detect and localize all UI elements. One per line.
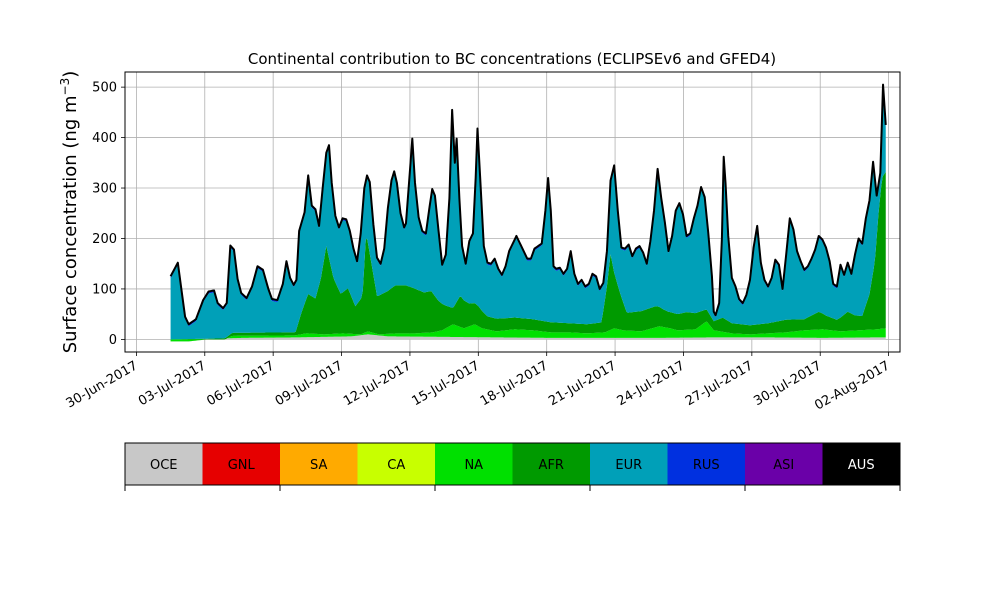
legend-label-gnl: GNL — [228, 458, 256, 473]
x-tick-label: 27-Jul-2017 — [683, 358, 756, 409]
legend-swatch-aus — [822, 443, 900, 485]
x-tick-label: 15-Jul-2017 — [409, 358, 482, 409]
area-na — [170, 321, 886, 342]
y-tick-label: 100 — [92, 282, 117, 297]
x-tick-label: 24-Jul-2017 — [615, 358, 688, 409]
y-tick-label: 200 — [92, 232, 117, 247]
legend-label-afr: AFR — [539, 458, 564, 473]
x-tick-label: 21-Jul-2017 — [546, 358, 619, 409]
area-oce — [170, 334, 886, 342]
legend-swatch-asi — [745, 443, 823, 485]
stacked-areas — [169, 83, 887, 342]
y-tick-label: 300 — [92, 182, 117, 197]
plot-frame — [124, 71, 901, 353]
legend-label-ca: CA — [387, 458, 405, 473]
legend-frame — [124, 442, 901, 486]
legend-swatch-oce — [125, 443, 203, 485]
area-eur — [170, 86, 886, 340]
legend-label-sa: SA — [310, 458, 327, 473]
legend-label-aus: AUS — [848, 458, 875, 473]
legend-swatch-eur — [590, 443, 668, 485]
y-axis-label: Surface concentration (ng m−3) — [58, 71, 81, 354]
y-tick-label: 0 — [109, 333, 117, 348]
legend-swatch-rus — [667, 443, 745, 485]
legend-swatch-afr — [512, 443, 590, 485]
legend-swatch-sa — [280, 443, 358, 485]
x-tick-label: 18-Jul-2017 — [478, 358, 551, 409]
legend-swatch-gnl — [202, 443, 280, 485]
legend-label-oce: OCE — [150, 458, 178, 473]
x-tick-label: 02-Aug-2017 — [812, 358, 892, 413]
x-tick-label: 03-Jul-2017 — [136, 358, 209, 409]
y-tick-label: 400 — [92, 131, 117, 146]
x-tick-label: 06-Jul-2017 — [204, 358, 277, 409]
x-tick-label: 09-Jul-2017 — [273, 358, 346, 409]
total-line — [169, 83, 887, 326]
y-tick-label: 500 — [92, 81, 117, 96]
legend-label-na: NA — [464, 458, 483, 473]
legend-label-asi: ASI — [773, 458, 794, 473]
legend-swatch-na — [435, 443, 513, 485]
x-tick-label: 12-Jul-2017 — [341, 358, 414, 409]
legend-label-rus: RUS — [693, 458, 720, 473]
x-tick-label: 30-Jun-2017 — [64, 358, 141, 411]
legend-label-eur: EUR — [615, 458, 642, 473]
chart-title: Continental contribution to BC concentra… — [248, 50, 776, 68]
area-afr — [170, 171, 886, 340]
legend-colorbar: OCE GNL SA CA NA AFR EUR RUS ASI AUS — [124, 442, 901, 491]
legend-swatch-ca — [357, 443, 435, 485]
